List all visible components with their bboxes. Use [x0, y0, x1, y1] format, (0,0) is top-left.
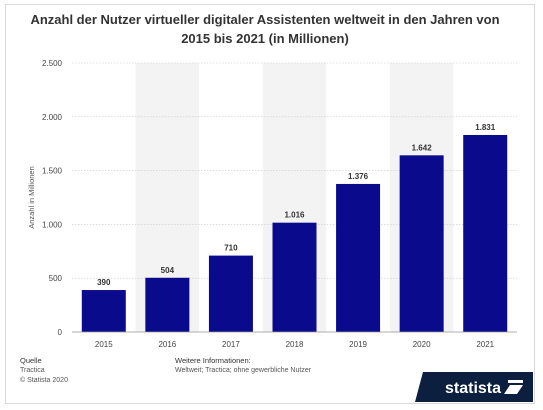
bar — [336, 183, 381, 332]
chart-title-line-2: 2015 bis 2021 (in Millionen) — [181, 31, 349, 46]
y-tick-label: 2.500 — [42, 59, 63, 68]
logo-wordmark: statista — [445, 380, 501, 397]
logo-mark-icon — [504, 380, 523, 394]
info-text: Weltweit; Tractica; ohne gewerbliche Nut… — [175, 367, 312, 374]
bar — [145, 277, 190, 332]
bar — [208, 255, 253, 332]
x-tick-label: 2019 — [349, 340, 367, 349]
statista-logo[interactable]: statista — [415, 372, 533, 402]
y-axis-label: Anzahl in Millionen — [27, 166, 36, 229]
data-label: 1.376 — [348, 172, 369, 181]
info-heading: Weitere Informationen: — [175, 356, 251, 365]
y-tick-label: 2.000 — [42, 113, 63, 122]
x-tick-label: 2017 — [222, 340, 240, 349]
data-label: 1.642 — [412, 143, 433, 152]
data-label: 1.831 — [475, 123, 496, 132]
data-label: 710 — [224, 244, 238, 253]
bar-chart: 0 500 1.000 1.500 2.000 2.500 Anzahl in Millio… — [27, 59, 517, 349]
x-tick-label: 2021 — [476, 340, 494, 349]
source-block: Quelle Tractica © Statista 2020 — [20, 356, 68, 386]
bar — [272, 222, 317, 332]
bar — [81, 290, 126, 332]
y-tick-label: 0 — [58, 328, 63, 337]
x-tick-label: 2015 — [95, 340, 113, 349]
bar — [399, 155, 444, 332]
data-label: 1.016 — [284, 211, 305, 220]
source-heading: Quelle — [20, 356, 42, 365]
y-tick-label: 1.000 — [42, 220, 63, 229]
chart-title-line-1: Anzahl der Nutzer virtueller digitaler A… — [30, 12, 500, 27]
x-tick-label: 2016 — [158, 340, 176, 349]
y-tick-label: 500 — [49, 274, 63, 283]
logo-background — [415, 372, 533, 402]
info-block: Weitere Informationen: Weltweit; Tractic… — [175, 356, 311, 376]
x-tick-label: 2018 — [286, 340, 304, 349]
data-label: 390 — [97, 278, 111, 287]
bar — [463, 134, 508, 332]
x-tick-label: 2020 — [413, 340, 431, 349]
data-label: 504 — [161, 266, 175, 275]
y-tick-label: 1.500 — [42, 167, 63, 176]
chart-title: Anzahl der Nutzer virtueller digitaler A… — [20, 10, 510, 48]
copyright-line: © Statista 2020 — [20, 377, 68, 384]
source-line: Tractica — [20, 367, 45, 374]
